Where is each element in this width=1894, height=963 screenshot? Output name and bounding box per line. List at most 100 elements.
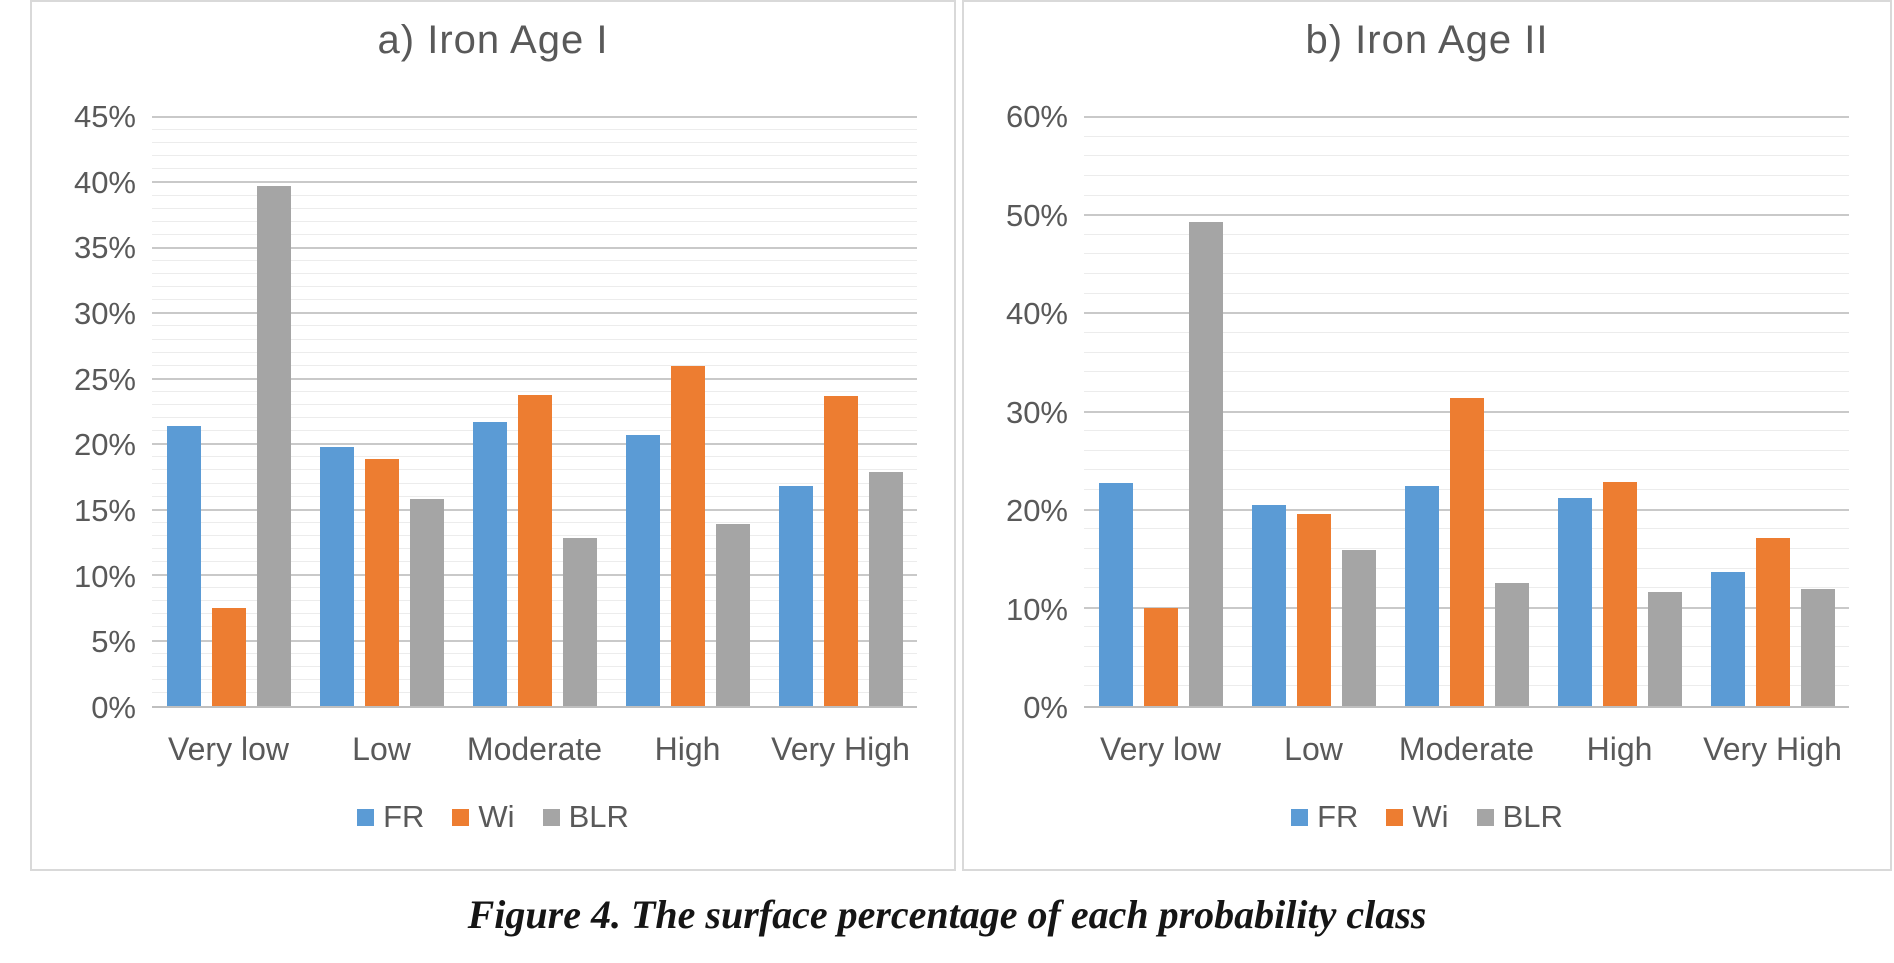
bar-fr-very-low: [1098, 483, 1133, 706]
bar-fr-high: [625, 435, 660, 706]
gridline-minor: [152, 168, 917, 170]
bar-fr-moderate: [472, 421, 507, 706]
plot-area: [152, 116, 917, 708]
bar-fr-very-high: [1710, 571, 1745, 706]
bar-blr-moderate: [562, 538, 597, 706]
gridline-minor: [152, 233, 917, 235]
x-tick-label: Very High: [1703, 731, 1842, 767]
gridline-major: [152, 312, 917, 315]
bar-fr-very-high: [778, 486, 813, 706]
legend-label-wi: Wi: [1412, 799, 1449, 834]
gridline-major: [1084, 214, 1849, 217]
bar-wi-very-high: [1755, 538, 1790, 706]
bar-wi-high: [1602, 482, 1637, 706]
y-tick-label: 0%: [91, 690, 136, 725]
gridline-minor: [152, 142, 917, 144]
y-tick-label: 40%: [73, 164, 136, 200]
bar-blr-very-low: [256, 186, 291, 706]
bar-blr-very-high: [1800, 589, 1835, 706]
bar-fr-low: [319, 446, 354, 706]
gridline-major: [1084, 116, 1849, 118]
gridline-major: [152, 377, 917, 380]
y-tick-label: 10%: [73, 558, 136, 594]
bar-blr-moderate: [1494, 583, 1529, 706]
x-tick-label: Very low: [1100, 731, 1221, 767]
gridline-minor: [1084, 390, 1849, 392]
bar-blr-very-high: [868, 471, 903, 706]
bar-fr-low: [1251, 504, 1286, 706]
x-tick-label: Low: [1284, 731, 1343, 767]
y-tick-label: 0%: [1023, 690, 1068, 725]
chart-panel-iron-age-ii: b) Iron Age II 0% 10% 20% 30% 40% 50% 60% Very…: [962, 0, 1892, 871]
gridline-minor: [1084, 292, 1849, 294]
legend-item-wi: Wi: [452, 799, 515, 835]
gridline-minor: [1084, 273, 1849, 275]
legend-item-fr: FR: [1291, 799, 1358, 835]
y-tick-label: 20%: [1005, 493, 1068, 528]
gridline-major: [152, 181, 917, 184]
gridline-minor: [1084, 371, 1849, 373]
y-tick-label: 50%: [1005, 197, 1068, 233]
legend-label-blr: BLR: [568, 799, 629, 834]
chart-title: b) Iron Age II: [1305, 18, 1549, 62]
plot-area: [1084, 116, 1849, 708]
legend-swatch-wi: [1386, 808, 1404, 826]
bar-wi-very-high: [823, 395, 858, 706]
chart-title: a) Iron Age I: [377, 18, 609, 62]
legend-item-blr: BLR: [542, 799, 629, 835]
gridline-minor: [152, 286, 917, 288]
gridline-minor: [1084, 194, 1849, 196]
legend-swatch-blr: [542, 808, 560, 826]
legend-item-wi: Wi: [1386, 799, 1449, 835]
bar-wi-low: [364, 458, 399, 706]
gridline-major: [1084, 312, 1849, 315]
x-tick-label: Very low: [168, 731, 289, 767]
x-tick-label: High: [1586, 731, 1653, 767]
gridline-minor: [1084, 135, 1849, 137]
x-axis: Very low Low Moderate High Very High: [152, 726, 917, 772]
gridline-major: [152, 116, 917, 118]
gridline-minor: [152, 155, 917, 157]
bar-blr-low: [409, 499, 444, 706]
legend-swatch-fr: [1291, 808, 1309, 826]
gridline-minor: [152, 351, 917, 353]
gridline-minor: [152, 194, 917, 196]
legend-item-fr: FR: [357, 799, 424, 835]
legend-item-blr: BLR: [1476, 799, 1563, 835]
gridline-minor: [152, 364, 917, 366]
gridline-minor: [152, 129, 917, 131]
gridline-minor: [1084, 331, 1849, 333]
gridline-minor: [152, 338, 917, 340]
bar-wi-very-low: [211, 607, 246, 706]
bar-fr-high: [1557, 497, 1592, 706]
legend: FR Wi BLR: [32, 799, 954, 835]
bar-wi-moderate: [517, 394, 552, 706]
gridline-minor: [152, 259, 917, 261]
gridline-minor: [1084, 233, 1849, 235]
bar-blr-low: [1341, 549, 1376, 706]
gridline-minor: [152, 207, 917, 209]
x-tick-label: Very High: [771, 731, 910, 767]
chart-panel-iron-age-i: a) Iron Age I 0% 5% 10% 15% 20% 25% 30% 35% 40% 4…: [30, 0, 956, 871]
x-tick-label: Moderate: [1398, 731, 1535, 767]
y-axis: 0% 10% 20% 30% 40% 50% 60%: [964, 99, 1068, 725]
gridline-minor: [152, 390, 917, 392]
bar-wi-very-low: [1143, 607, 1178, 706]
legend-swatch-blr: [1476, 808, 1494, 826]
gridline-minor: [152, 299, 917, 301]
bar-wi-moderate: [1449, 397, 1484, 706]
legend-swatch-wi: [452, 808, 470, 826]
x-axis: Very low Low Moderate High Very High: [1084, 726, 1849, 772]
bar-blr-very-low: [1188, 222, 1223, 706]
bar-wi-high: [670, 365, 705, 706]
gridline-minor: [152, 273, 917, 275]
y-tick-label: 25%: [73, 361, 136, 397]
legend-label-wi: Wi: [478, 799, 515, 834]
legend-label-fr: FR: [383, 799, 425, 834]
bar-wi-low: [1296, 513, 1331, 706]
y-tick-label: 45%: [73, 99, 136, 134]
x-tick-label: Moderate: [466, 731, 603, 767]
bar-blr-high: [715, 524, 750, 706]
gridline-major: [152, 246, 917, 249]
